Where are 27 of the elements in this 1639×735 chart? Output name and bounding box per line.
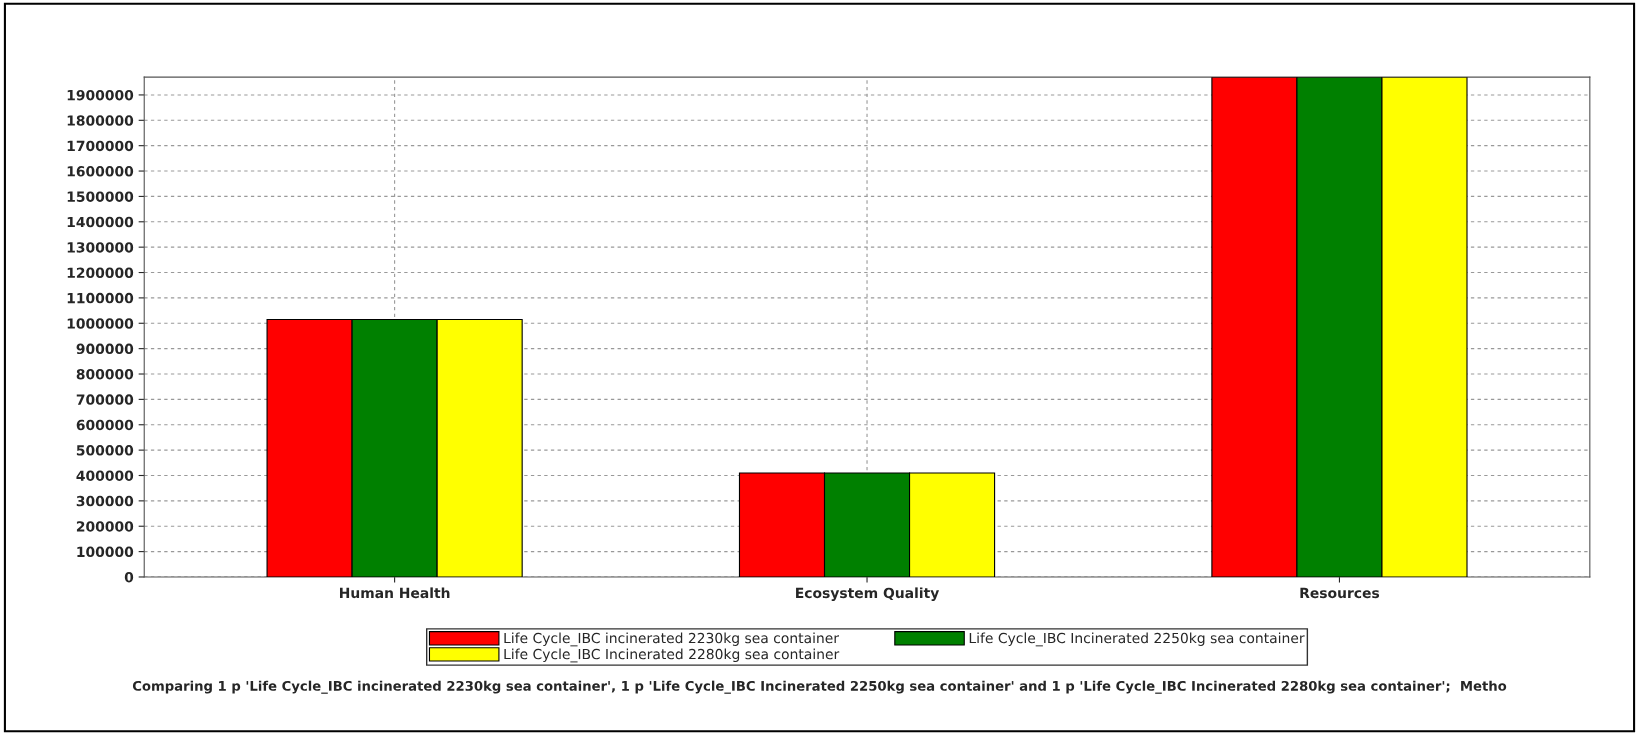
y-tick-label: 1400000	[67, 216, 134, 228]
y-tick-label: 600000	[76, 419, 134, 431]
y-tick-label: 400000	[76, 470, 134, 481]
y-tick-label: 1700000	[67, 140, 134, 152]
y-tick-label: 500000	[76, 445, 134, 456]
x-tick-label: Human Health	[340, 587, 450, 599]
y-tick-label: 1000000	[67, 318, 134, 329]
y-tick-label: 100000	[77, 546, 134, 558]
x-tick-label: Resources	[1300, 587, 1380, 599]
y-tick-label: 1800000	[67, 115, 134, 126]
x-tick-label: Ecosystem Quality	[796, 587, 940, 601]
y-tick-label: 900000	[76, 343, 134, 355]
legend-label: Life Cycle_IBC incinerated 2230kg sea container	[504, 632, 840, 647]
y-tick-label: 0	[124, 571, 134, 583]
text: Comparing 1 p 'Life Cycle_IBC incinerated 2230kg sea container', 1 p 'Life Cycle_IBC Incinerated 2250kg sea container' and 1 p 'Life Cycle_IBC Incinerated 2280kg sea container'; Metho	[132, 680, 1507, 694]
y-tick-label: 700000	[76, 394, 134, 405]
y-tick-label: 1200000	[67, 267, 134, 278]
y-tick-label: 300000	[76, 495, 134, 507]
y-tick-label: 800000	[76, 368, 134, 380]
legend-label: Life Cycle_IBC Incinerated 2280kg sea container	[504, 648, 840, 663]
y-tick-label: 1300000	[67, 242, 134, 253]
legend-label: Life Cycle_IBC Incinerated 2250kg sea container	[969, 632, 1305, 647]
y-tick-label: 1900000	[67, 89, 134, 101]
y-tick-label: 1500000	[67, 191, 134, 202]
y-tick-label: 1600000	[67, 166, 134, 177]
y-tick-label: 1100000	[67, 292, 134, 304]
y-tick-label: 200000	[76, 521, 134, 532]
